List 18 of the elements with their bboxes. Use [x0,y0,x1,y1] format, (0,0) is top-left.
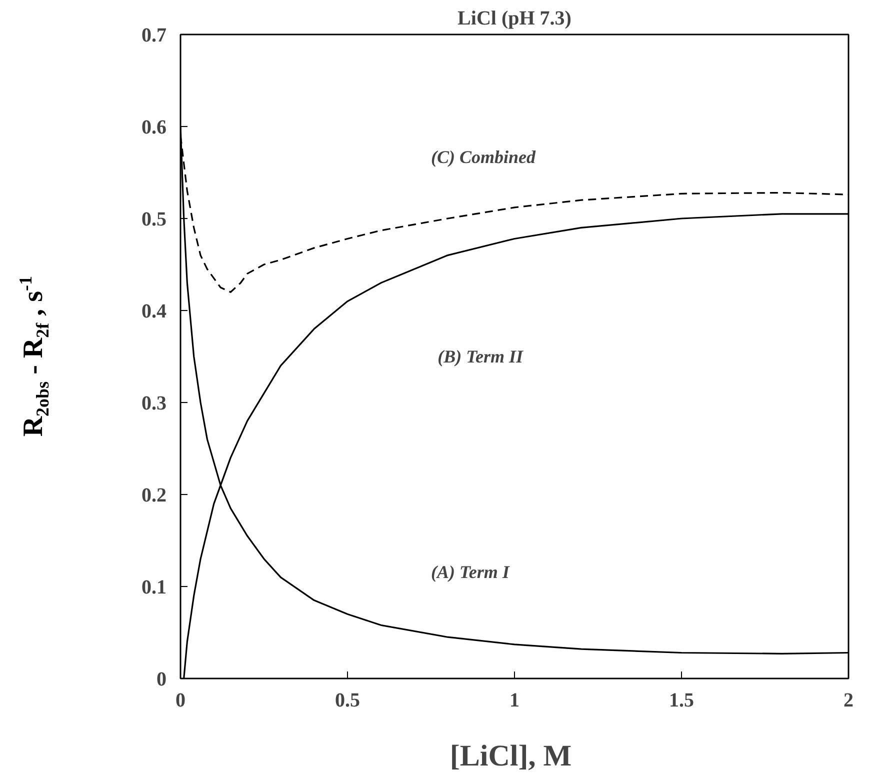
y-tick-label: 0.6 [142,116,166,138]
y-tick-label: 0.1 [142,576,166,598]
x-tick-label: 2 [844,690,854,712]
x-tick-label: 1 [510,690,520,712]
y-tick-label: 0.5 [142,208,166,230]
y-tick-label: 0.2 [142,484,166,506]
x-tick-label: 0 [176,690,186,712]
x-tick-label: 0.5 [335,690,360,712]
y-tick-label: 0.3 [142,392,166,414]
annotation: (A) Term I [431,562,510,582]
annotation: (C) Combined [431,146,536,167]
y-tick-label: 0.4 [142,300,166,322]
x-tick-label: 1.5 [669,690,694,712]
x-axis-title: [LiCl], M [450,740,572,772]
annotation: (B) Term II [438,346,524,366]
chart-title: LiCl (pH 7.3) [458,8,572,30]
y-tick-label: 0.7 [142,24,166,46]
y-tick-label: 0 [156,668,166,690]
